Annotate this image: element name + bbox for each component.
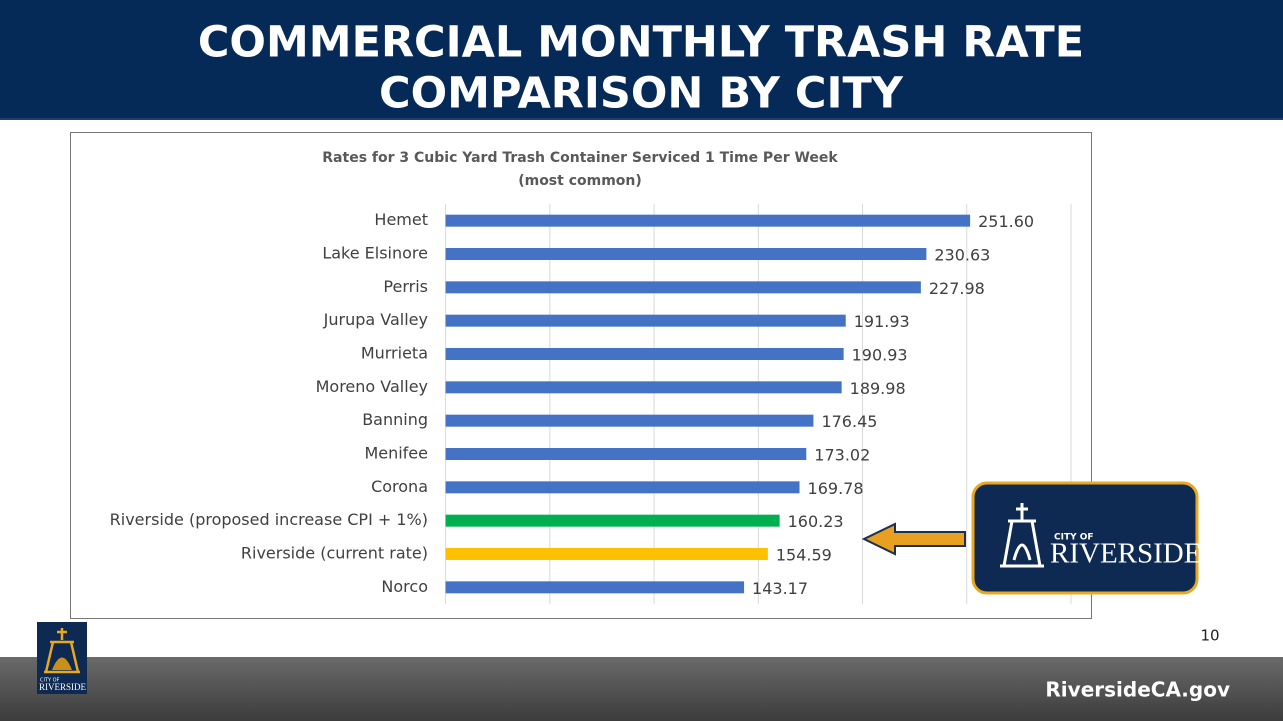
bar [445, 214, 971, 227]
value-label: 154.59 [776, 546, 832, 565]
value-label: 230.63 [934, 246, 990, 265]
header-band [0, 0, 1283, 118]
bar [445, 381, 842, 394]
category-label: Perris [383, 277, 428, 296]
value-label: 173.02 [814, 446, 870, 465]
bar [445, 414, 814, 427]
category-label: Murrieta [361, 344, 428, 363]
value-label: 160.23 [788, 512, 844, 531]
category-label: Jurupa Valley [323, 310, 428, 329]
arrow [861, 522, 966, 556]
footer-band [0, 657, 1283, 721]
value-label: 143.17 [752, 579, 808, 598]
value-label: 176.45 [821, 412, 877, 431]
value-label: 251.60 [978, 212, 1034, 231]
bar [445, 448, 807, 460]
bar [445, 348, 844, 360]
category-label: Riverside (proposed increase CPI + 1%) [110, 510, 428, 529]
category-label: Banning [362, 410, 428, 429]
value-label: 169.78 [808, 479, 864, 498]
value-label: 190.93 [852, 346, 908, 365]
value-label: 189.98 [850, 379, 906, 398]
footer-logo-bell [44, 628, 80, 674]
footer-site: RiversideCA.gov [1045, 678, 1230, 702]
bar [445, 314, 846, 327]
bar [445, 281, 921, 294]
logo-name: RIVERSIDE [1050, 538, 1201, 570]
slide-title: COMPARISON BY CITY [379, 69, 904, 119]
plot: Hemet 251.60 Lake Elsinore 230.63 Perris 227.… [110, 204, 1072, 604]
bar [445, 548, 768, 560]
bar [445, 481, 800, 494]
logo-small: CITY OF [1054, 533, 1094, 543]
footer-logo-small: CITY OF [40, 678, 60, 684]
value-label: 227.98 [929, 279, 985, 298]
category-label: Riverside (current rate) [241, 544, 428, 563]
footer-logo-name: RIVERSIDE [39, 682, 87, 692]
header-rule [0, 118, 1283, 120]
chart-title: (most common) [518, 173, 642, 189]
bar [445, 514, 780, 527]
bar [445, 581, 745, 594]
category-label: Lake Elsinore [322, 244, 428, 263]
category-label: Hemet [374, 210, 428, 229]
value-label: 191.93 [854, 312, 910, 331]
bar [445, 248, 927, 260]
logo-bell [1000, 503, 1044, 568]
category-label: Corona [371, 477, 428, 496]
category-label: Menifee [364, 444, 428, 463]
slide-title: COMMERCIAL MONTHLY TRASH RATE [198, 18, 1084, 68]
page-number: 10 [1200, 627, 1219, 645]
chart-title: Rates for 3 Cubic Yard Trash Container S… [322, 150, 838, 166]
footer-logo-bell-body [52, 657, 72, 670]
category-label: Moreno Valley [316, 377, 428, 396]
category-label: Norco [381, 577, 428, 596]
